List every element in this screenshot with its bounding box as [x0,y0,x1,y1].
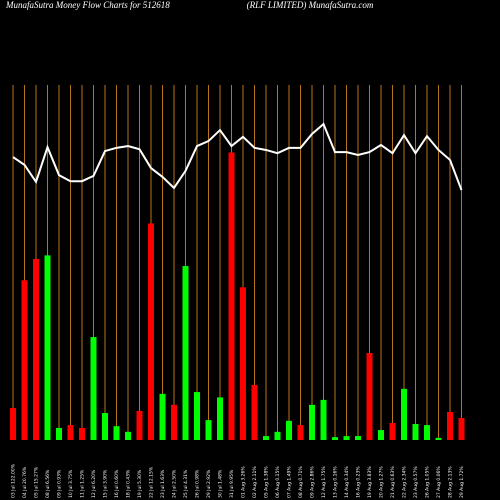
bar [274,431,281,440]
x-tick-label: 05 Jul 15.27% [34,466,40,498]
x-tick-label: 05 Aug 1.38% [264,466,270,498]
x-tick-label: 18 Jul 0.43% [126,469,132,498]
x-tick-label: 07 Aug 1.49% [287,466,293,498]
bar [447,411,453,440]
x-tick-label: 20 Aug 1.27% [379,466,385,498]
x-tick-label: 24 Jul 2.50% [172,469,178,498]
x-tick-label: 26 Aug 1.05% [425,466,431,498]
bar [113,426,120,440]
bar [90,337,97,440]
x-tick-label: 19 Aug 3.83% [367,466,373,498]
x-tick-label: 16 Jul 0.60% [114,469,120,498]
bar [263,436,269,440]
x-tick-label: 28 Aug 2.13% [448,466,454,498]
bar [171,404,177,440]
x-tick-label: 12 Aug 1.75% [321,466,327,498]
x-tick-label: 29 Aug 1.72% [459,466,465,498]
bar [33,258,39,440]
bar [286,420,292,440]
bar [148,223,154,440]
bar [240,287,246,440]
x-tick-label: 06 Aug 0.15% [275,466,281,498]
x-tick-label: 27 Aug 0.06% [436,466,442,498]
bar [194,392,200,440]
bar [297,425,304,440]
bar [205,420,212,440]
bar [159,393,166,440]
bar [401,388,407,440]
bar [355,436,361,440]
bar [332,437,338,440]
x-tick-label: 30 Jul 1.48% [218,469,224,498]
bar [228,152,235,440]
bar [251,384,258,440]
x-tick-label: 09 Jul 0.93% [57,469,63,498]
bar [217,397,223,440]
bar [458,417,465,440]
x-tick-label: 25 Jul 4.31% [183,469,189,498]
x-tick-label: 14 Aug 0.34% [344,466,350,498]
x-tick-label: 31 Jul 9.95% [229,469,235,498]
x-tick-label: 08 Jul 6.56% [45,469,51,498]
x-tick-label: 23 Aug 0.57% [413,466,419,498]
x-tick-label: 21 Aug 0.63% [390,466,396,498]
x-tick-label: 08 Aug 0.71% [298,466,304,498]
x-tick-label: 01 Aug 3.26% [241,466,247,498]
chart-subtitle: (RLF LIMITED) MunafaSutra.com [247,0,374,10]
x-tick-label: 12 Jul 6.20% [91,469,97,498]
x-tick-label: 29 Jul 2.92% [206,469,212,498]
x-tick-label: 10 Jul 3.75% [68,469,74,498]
x-tick-label: 23 Jul 1.63% [160,469,166,498]
x-tick-label: 04 Jul 20.76% [22,466,28,498]
x-tick-label: 15 Jul 3.90% [103,469,109,498]
x-tick-label: 16 Aug 0.23% [356,466,362,498]
bar [102,413,108,440]
bar [366,353,373,440]
x-tick-label: 26 Jul 0.98% [195,469,201,498]
x-tick-label: 13 Aug 0.16% [333,466,339,498]
bar [378,430,384,440]
x-tick-label: 22 Aug 2.34% [402,466,408,498]
line [12,122,463,191]
x-tick-label: 11 Jul 1.25% [80,469,86,498]
x-tick-label: 03 Jul 122.00% [11,463,17,498]
bar [56,427,62,440]
x-tick-label: 19 Jul 5.30% [137,469,143,498]
bar [21,280,28,440]
bar [79,427,85,440]
bar [412,424,419,440]
bar [435,437,442,440]
bar [320,399,327,440]
bar [67,425,74,440]
bar [309,404,315,440]
bar [389,422,396,440]
x-tick-label: 02 Aug 2.11% [252,466,258,498]
x-tick-label: 22 Jul 12.15% [149,466,155,498]
bar [125,431,131,440]
bar [10,408,16,440]
x-tick-label: 09 Aug 2.86% [310,466,316,498]
bar [182,266,189,440]
chart-title: MunafaSutra Money Flow Charts for 512618 [5,0,170,10]
bar [44,255,51,440]
bar [424,425,430,440]
bar [136,410,143,440]
bar [343,436,350,440]
